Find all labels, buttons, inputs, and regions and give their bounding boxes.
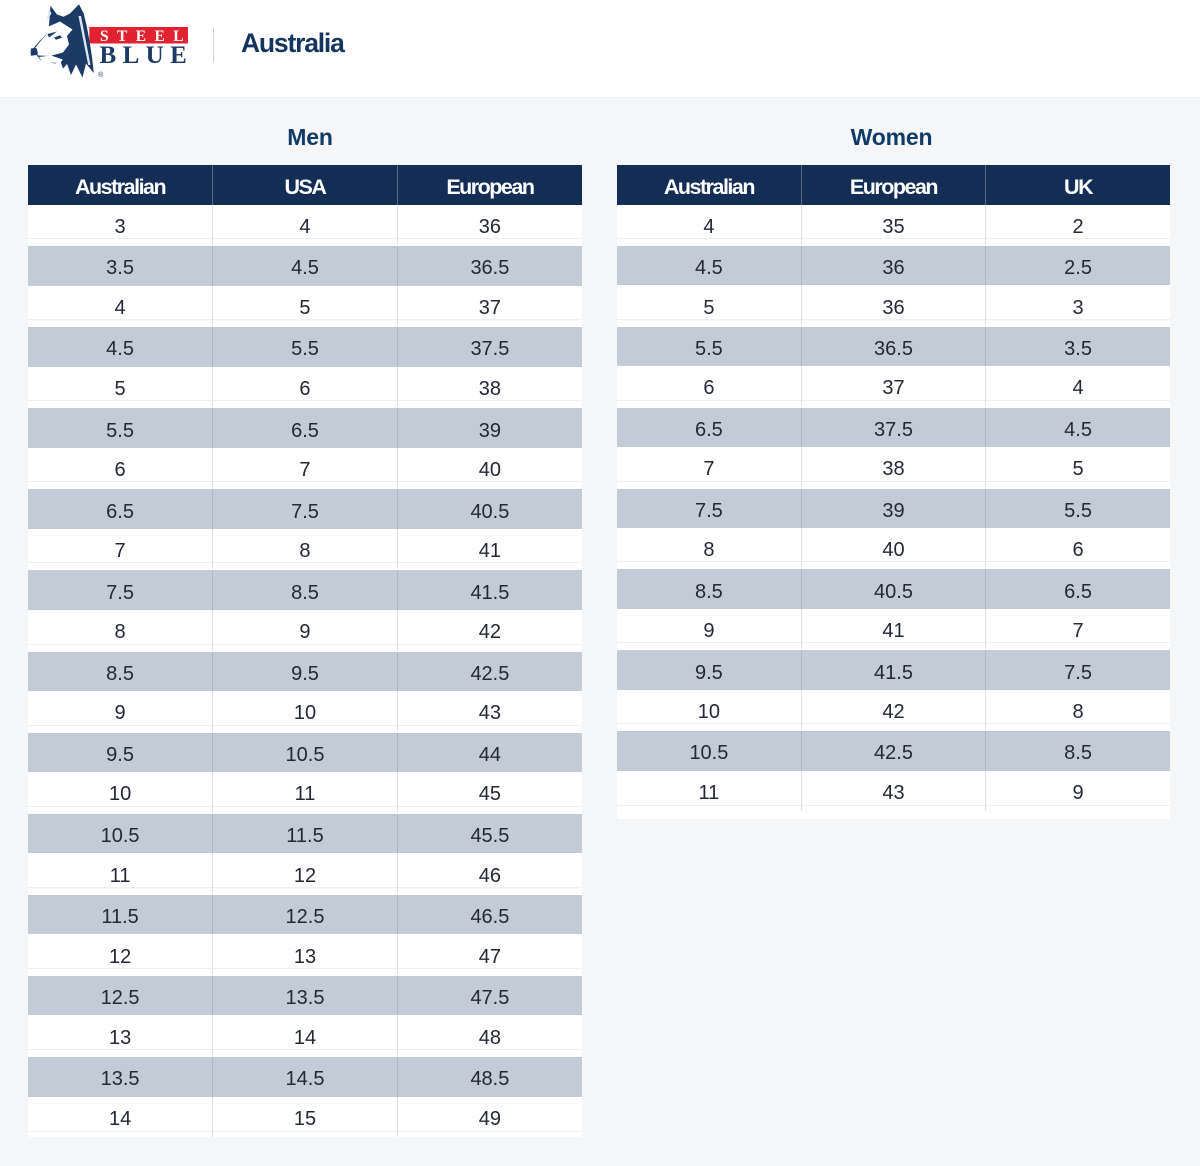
- svg-text:®: ®: [98, 71, 104, 79]
- svg-text:BLUE: BLUE: [100, 42, 194, 69]
- svg-text:STEEL: STEEL: [100, 28, 192, 45]
